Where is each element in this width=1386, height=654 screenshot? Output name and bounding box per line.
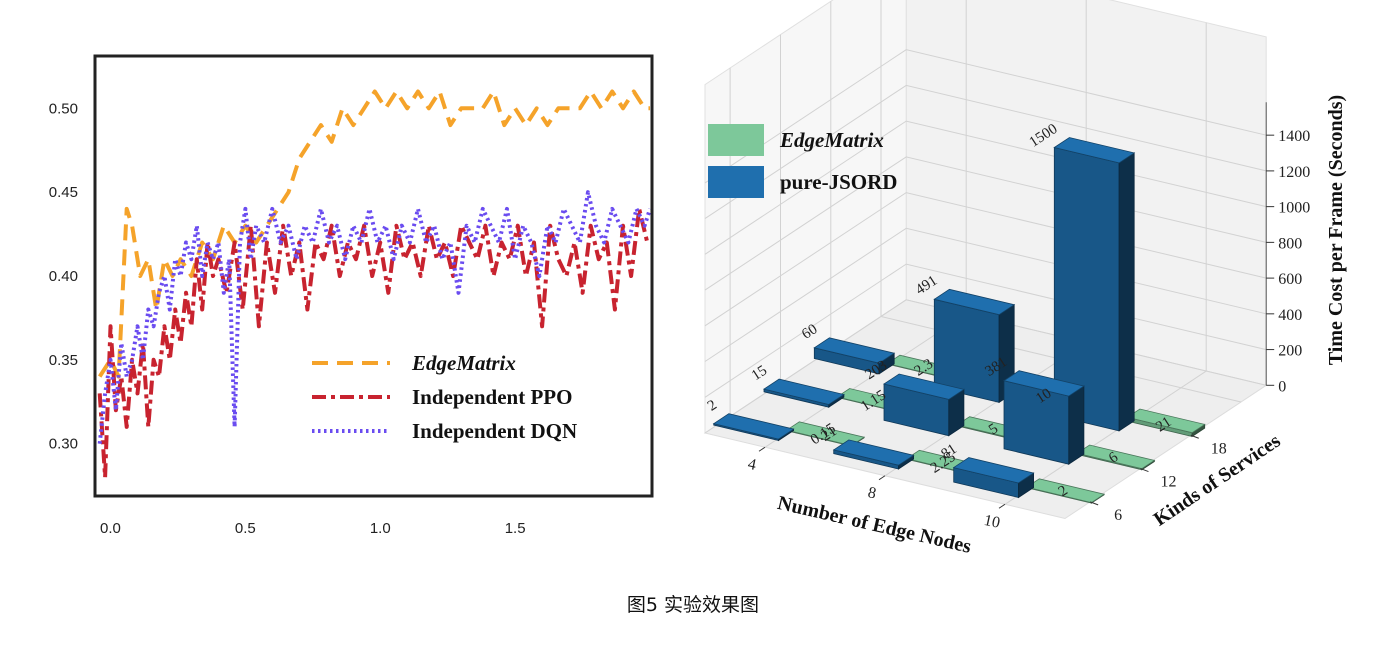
- edgematrix-bar-top: [785, 421, 866, 447]
- z-tick-label: 600: [1278, 271, 1302, 288]
- series-line-independent-dqn: [97, 190, 652, 444]
- legend-label-pure-jsord: pure-JSORD: [780, 170, 897, 194]
- y-tick-label: 0.40: [49, 268, 78, 285]
- line-chart-y-ticks: 0.30 0.35 0.40 0.45 0.50: [49, 100, 78, 452]
- x-tick-label: 0.0: [100, 520, 121, 537]
- bar3d-legend: EdgeMatrix pure-JSORD: [708, 124, 897, 198]
- pure-jsord-bar-top: [763, 378, 845, 405]
- y-tick-label: 6: [1114, 507, 1122, 524]
- x-tick-mark: [878, 475, 886, 481]
- bar3d-bars: [712, 137, 1206, 504]
- z-tick-label: 1400: [1278, 128, 1310, 145]
- line-chart-legend: EdgeMatrix Independent PPO Independent DQN: [312, 351, 577, 443]
- line-chart-series-group: [97, 89, 652, 480]
- figure-caption: 图5 实验效果图: [626, 594, 760, 616]
- bar-cell-10-18: [1053, 137, 1206, 438]
- pure-jsord-value-label: 60: [799, 321, 820, 343]
- series-line-edgematrix: [98, 89, 650, 379]
- x-tick-label: 4: [746, 456, 757, 474]
- edgematrix-value-label: 21: [1153, 414, 1174, 436]
- pure-jsord-bar-top: [1053, 137, 1136, 164]
- pure-jsord-value-label: 21: [819, 423, 840, 445]
- series-line-independent-ppo: [97, 206, 650, 480]
- edgematrix-value-label: 10: [1033, 385, 1054, 407]
- x-tick-label: 0.5: [235, 520, 256, 537]
- legend-label-edgematrix: EdgeMatrix: [411, 351, 516, 375]
- z-tick-label: 1200: [1278, 164, 1310, 181]
- line-chart: 0.30 0.35 0.40 0.45 0.50 0.0 0.5 1.0 1.5 EdgeMa…: [49, 54, 654, 537]
- pure-jsord-bar-top: [832, 439, 915, 466]
- z-gridline: [704, 120, 1267, 255]
- bar-cell-10-12: [1003, 370, 1156, 471]
- z-gridline: [704, 227, 1267, 362]
- z-tick-label: 0: [1278, 378, 1286, 395]
- pure-jsord-bar-side: [1118, 152, 1135, 432]
- line-chart-frame: [93, 54, 654, 498]
- z-gridline: [704, 84, 1267, 220]
- z-tick-label: 800: [1278, 235, 1302, 252]
- y-tick-label: 0.45: [49, 184, 78, 201]
- pure-jsord-bar-top: [933, 288, 1016, 316]
- y-tick-label: 18: [1211, 440, 1227, 457]
- legend-swatch-pure-jsord: [708, 166, 764, 198]
- pure-jsord-value-label: 81: [939, 441, 960, 463]
- y-tick-label: 12: [1160, 474, 1176, 491]
- edgematrix-bar-top: [1076, 444, 1156, 470]
- bar-cell-10-6: [952, 457, 1106, 504]
- legend-label-independent-ppo: Independent PPO: [412, 385, 572, 409]
- z-gridline: [704, 49, 1267, 184]
- y-tick-mark: [1140, 468, 1149, 473]
- pure-jsord-value-label: 15: [749, 363, 770, 385]
- edgematrix-bar-top: [1126, 408, 1206, 434]
- pure-jsord-bar-side: [1068, 385, 1085, 465]
- y-tick-label: 0.30: [49, 436, 78, 453]
- y-tick-label: 0.35: [49, 352, 78, 369]
- bar3d-chart: 2.360104912115001.1515520363810.1522.252…: [703, 0, 1347, 558]
- x-axis-label: Number of Edge Nodes: [775, 492, 973, 558]
- z-gridline: [704, 156, 1267, 291]
- bar3d-panes: [703, 0, 1268, 520]
- x-tick-label: 10: [982, 512, 1001, 532]
- pure-jsord-bar-top: [952, 457, 1035, 484]
- y-tick-mark: [1089, 501, 1099, 506]
- edgematrix-bar-top: [1025, 478, 1106, 504]
- z-tick-label: 200: [1278, 343, 1302, 360]
- x-tick-label: 1.5: [505, 520, 526, 537]
- legend-label-independent-dqn: Independent DQN: [412, 419, 577, 443]
- bar-cell-4-6: [712, 413, 866, 447]
- x-tick-label: 1.0: [370, 520, 391, 537]
- z-gridline: [704, 263, 1267, 398]
- y-tick-mark: [1190, 434, 1199, 439]
- x-tick-label: 8: [866, 484, 877, 502]
- z-gridline: [704, 192, 1267, 327]
- x-tick-mark: [758, 446, 766, 452]
- pure-jsord-bar-top: [813, 337, 896, 364]
- z-axis-label: Time Cost per Frame (Seconds): [1325, 95, 1347, 365]
- z-tick-label: 400: [1278, 307, 1302, 324]
- legend-label-edgematrix: EdgeMatrix: [779, 128, 884, 152]
- pure-jsord-bar-top: [1003, 370, 1085, 397]
- pure-jsord-bar-top: [712, 413, 795, 440]
- line-chart-x-ticks: 0.0 0.5 1.0 1.5: [100, 520, 525, 537]
- x-tick-mark: [998, 503, 1006, 509]
- z-tick-label: 1000: [1278, 200, 1310, 217]
- legend-swatch-edgematrix: [708, 124, 764, 156]
- y-tick-label: 0.50: [49, 100, 78, 117]
- pure-jsord-bar-top: [883, 373, 965, 400]
